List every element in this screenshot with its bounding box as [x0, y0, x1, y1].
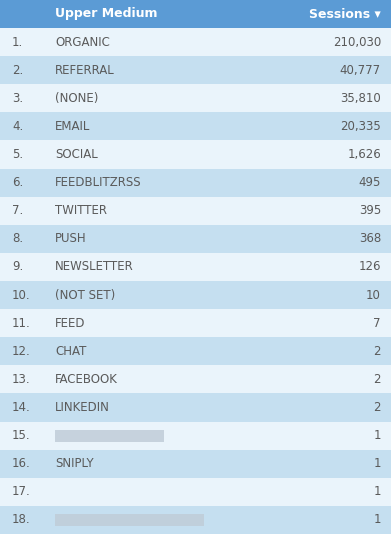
Text: 210,030: 210,030: [333, 36, 381, 49]
Text: Upper Medium: Upper Medium: [55, 7, 158, 20]
Bar: [0, 253, 391, 281]
Text: SOCIAL: SOCIAL: [55, 148, 98, 161]
Text: 368: 368: [359, 232, 381, 245]
Bar: [55, 514, 204, 526]
Text: 1: 1: [373, 514, 381, 527]
Bar: [0, 140, 391, 169]
Text: 1.: 1.: [12, 36, 23, 49]
Text: REFERRAL: REFERRAL: [55, 64, 115, 77]
Text: 2.: 2.: [12, 64, 23, 77]
Text: FACEBOOK: FACEBOOK: [55, 373, 118, 386]
Text: 1: 1: [373, 429, 381, 442]
Bar: [0, 197, 391, 225]
Text: CHAT: CHAT: [55, 345, 86, 358]
Text: 4.: 4.: [12, 120, 23, 133]
Text: 395: 395: [359, 204, 381, 217]
Bar: [55, 430, 165, 442]
Text: 10.: 10.: [12, 288, 30, 302]
Bar: [0, 169, 391, 197]
Bar: [0, 0, 391, 28]
Text: 12.: 12.: [12, 345, 31, 358]
Text: 2: 2: [373, 345, 381, 358]
Bar: [0, 337, 391, 365]
Text: 18.: 18.: [12, 514, 30, 527]
Text: 9.: 9.: [12, 261, 23, 273]
Bar: [0, 450, 391, 478]
Text: 35,810: 35,810: [340, 92, 381, 105]
Text: Sessions ▾: Sessions ▾: [309, 7, 381, 20]
Text: 20,335: 20,335: [340, 120, 381, 133]
Bar: [0, 421, 391, 450]
Bar: [0, 84, 391, 112]
Text: 1,626: 1,626: [347, 148, 381, 161]
Bar: [0, 281, 391, 309]
Text: NEWSLETTER: NEWSLETTER: [55, 261, 134, 273]
Bar: [0, 365, 391, 394]
Text: 10: 10: [366, 288, 381, 302]
Bar: [0, 225, 391, 253]
Text: 2: 2: [373, 373, 381, 386]
Text: 40,777: 40,777: [340, 64, 381, 77]
Text: ORGANIC: ORGANIC: [55, 36, 110, 49]
Text: 126: 126: [359, 261, 381, 273]
Text: 2: 2: [373, 401, 381, 414]
Bar: [0, 28, 391, 56]
Text: PUSH: PUSH: [55, 232, 87, 245]
Text: 6.: 6.: [12, 176, 23, 189]
Bar: [0, 478, 391, 506]
Text: 5.: 5.: [12, 148, 23, 161]
Text: 7.: 7.: [12, 204, 23, 217]
Text: 7: 7: [373, 317, 381, 329]
Text: 1: 1: [373, 485, 381, 498]
Bar: [0, 112, 391, 140]
Text: 16.: 16.: [12, 457, 31, 470]
Text: TWITTER: TWITTER: [55, 204, 107, 217]
Text: LINKEDIN: LINKEDIN: [55, 401, 110, 414]
Text: 14.: 14.: [12, 401, 31, 414]
Text: (NOT SET): (NOT SET): [55, 288, 115, 302]
Text: 495: 495: [359, 176, 381, 189]
Text: EMAIL: EMAIL: [55, 120, 90, 133]
Bar: [0, 394, 391, 421]
Bar: [0, 56, 391, 84]
Bar: [0, 506, 391, 534]
Text: FEEDBLITZRSS: FEEDBLITZRSS: [55, 176, 142, 189]
Text: 8.: 8.: [12, 232, 23, 245]
Text: (NONE): (NONE): [55, 92, 99, 105]
Text: 17.: 17.: [12, 485, 31, 498]
Text: 11.: 11.: [12, 317, 31, 329]
Text: FEED: FEED: [55, 317, 86, 329]
Text: 15.: 15.: [12, 429, 30, 442]
Text: SNIPLY: SNIPLY: [55, 457, 93, 470]
Text: 3.: 3.: [12, 92, 23, 105]
Bar: [0, 309, 391, 337]
Text: 1: 1: [373, 457, 381, 470]
Text: 13.: 13.: [12, 373, 30, 386]
